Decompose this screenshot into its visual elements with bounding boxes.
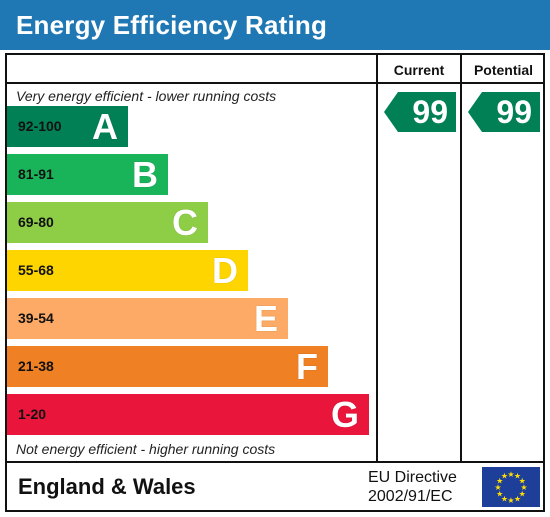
current-column-header: Current	[393, 62, 445, 78]
band-range-label: 92-100	[18, 118, 62, 134]
flag-star-icon: ★	[507, 470, 514, 479]
band-letter: A	[92, 106, 118, 147]
potential-arrow-shape	[468, 92, 540, 132]
header-bar: Energy Efficiency Rating	[0, 0, 550, 50]
eu-directive: EU Directive 2002/91/EC	[368, 468, 457, 506]
flag-star-icon: ★	[494, 483, 501, 492]
band-range-label: 39-54	[18, 310, 54, 326]
current-arrow-shape	[384, 92, 456, 132]
band-letter: B	[132, 154, 158, 195]
band-range-label: 1-20	[18, 406, 47, 422]
band-letter: D	[212, 250, 238, 291]
band-a: 92-100 A	[7, 106, 128, 147]
band-c: 69-80 C	[7, 202, 208, 243]
band-range-label: 21-38	[18, 358, 54, 374]
footer-divider	[5, 461, 545, 463]
flag-star-icon: ★	[496, 490, 503, 499]
band-e: 39-54 E	[7, 298, 288, 339]
flag-star-icon: ★	[501, 494, 508, 503]
flag-star-icon: ★	[520, 483, 527, 492]
eu-flag-icon: ★ ★ ★ ★ ★ ★ ★ ★ ★ ★ ★ ★	[482, 467, 540, 507]
page-title: Energy Efficiency Rating	[16, 10, 328, 40]
band-range-label: 81-91	[18, 166, 54, 182]
current-rating-arrow: 99	[384, 92, 456, 132]
efficient-note: Very energy efficient - lower running co…	[16, 88, 277, 104]
inefficient-note: Not energy efficient - higher running co…	[16, 441, 276, 457]
flag-star-icon: ★	[501, 472, 508, 481]
band-f: 21-38 F	[7, 346, 328, 387]
band-g: 1-20 G	[7, 394, 369, 435]
band-range-label: 55-68	[18, 262, 54, 278]
band-range-label: 69-80	[18, 214, 54, 230]
directive-line-2: 2002/91/EC	[368, 488, 453, 505]
band-b: 81-91 B	[7, 154, 168, 195]
current-rating-value: 99	[412, 94, 448, 130]
potential-column-divider	[460, 53, 462, 463]
flag-star-icon: ★	[519, 490, 526, 499]
band-letter: G	[330, 394, 359, 435]
band-letter: C	[172, 202, 198, 243]
flag-star-icon: ★	[507, 496, 514, 505]
current-column-divider	[376, 53, 378, 463]
flag-star-icon: ★	[496, 477, 503, 486]
band-letter: E	[253, 298, 278, 339]
flag-star-icon: ★	[514, 494, 521, 503]
flag-star-icon: ★	[519, 477, 526, 486]
column-header-divider	[5, 82, 545, 84]
rating-frame	[5, 53, 545, 512]
potential-column-header: Potential	[473, 62, 534, 78]
band-letter: F	[296, 346, 318, 387]
band-d: 55-68 D	[7, 250, 248, 291]
region-label: England & Wales	[18, 474, 196, 499]
directive-line-1: EU Directive	[368, 469, 457, 486]
flag-star-icon: ★	[514, 472, 521, 481]
potential-rating-value: 99	[496, 94, 532, 130]
potential-rating-arrow: 99	[468, 92, 540, 132]
